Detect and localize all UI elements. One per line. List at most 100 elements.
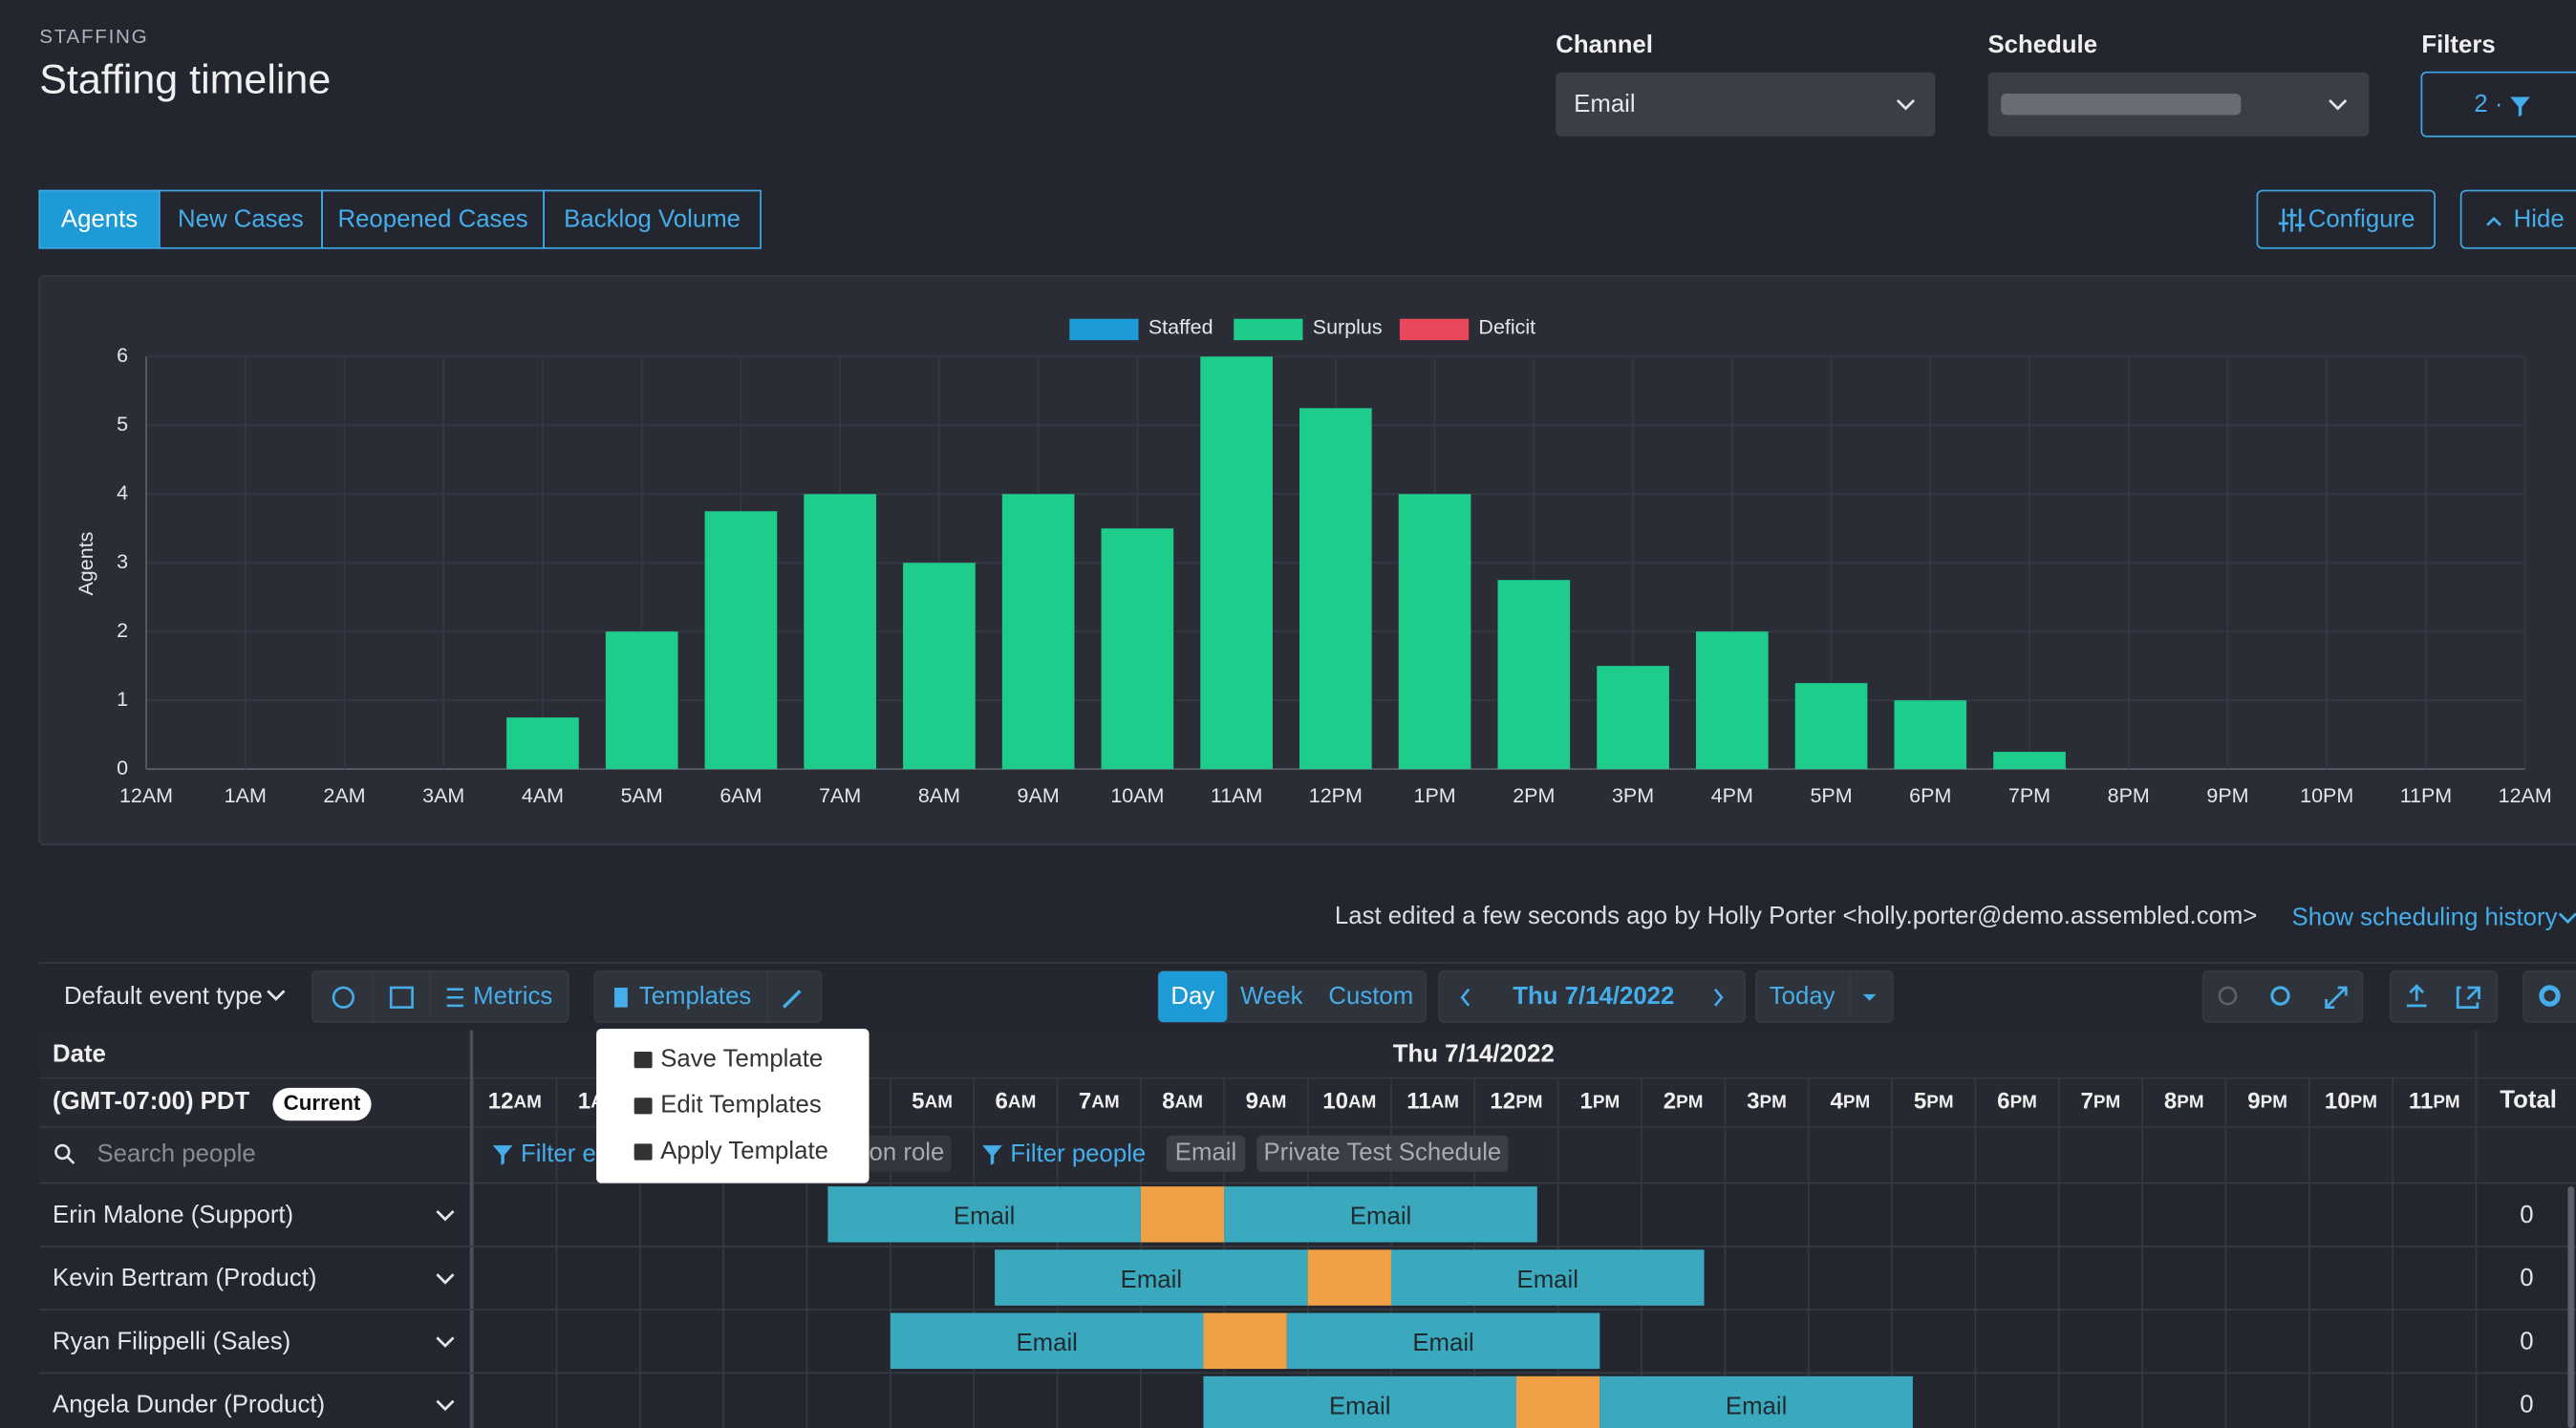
filters-button[interactable] [2420,71,2576,138]
configure-label: Configure [2308,205,2415,232]
bar [1299,408,1372,770]
caret [1862,993,1877,1001]
menu-item[interactable]: Apply Template [660,1138,828,1164]
hour-header: 8PM [2164,1089,2204,1115]
x-tick-label: 4AM [522,784,564,807]
view-option: Week [1240,983,1303,1010]
funnel-icon [982,1145,1002,1165]
blurred-value [2001,94,2242,116]
event-block[interactable] [1599,1375,1913,1428]
hour-suffix: PM [2177,1092,2203,1112]
event-block[interactable] [890,1312,1204,1370]
menu-item[interactable]: Save Template [660,1045,823,1072]
history-link: Show scheduling history [2292,904,2558,930]
event-block[interactable] [995,1249,1308,1306]
hour-number: 6 [996,1089,1008,1115]
event-label: Email [1726,1393,1787,1419]
break-block[interactable] [1515,1375,1600,1428]
event-block[interactable] [1203,1375,1516,1428]
menu-item[interactable]: Edit Templates [660,1092,822,1119]
clock-icon [332,986,354,1009]
hour-header: 4PM [1831,1089,1871,1115]
page-title: Staffing timeline [39,56,331,102]
channel-select[interactable] [1556,72,1936,137]
event-label: Email [1350,1204,1411,1230]
event-block[interactable] [1224,1186,1537,1243]
x-tick-label: 1AM [225,784,267,807]
bar [1894,700,1967,770]
row-total: 0 [2520,1202,2533,1228]
today-button[interactable] [1755,970,1894,1023]
sliders-icon [2278,208,2306,232]
break-block[interactable] [1203,1312,1287,1370]
bar [1794,683,1868,770]
legend-label: Surplus [1313,316,1383,339]
current-badge [272,1087,372,1121]
bar [605,631,678,770]
x-tick-label: 10AM [1110,784,1164,807]
hour-number: 12 [1490,1089,1515,1115]
hour-number: 11 [2409,1089,2433,1115]
day-header: Thu 7/14/2022 [1393,1040,1555,1067]
x-tick-label: 9PM [2206,784,2248,807]
x-tick-label: 5PM [1810,784,1852,807]
hour-header: 6PM [1997,1089,2037,1115]
hour-header: 9AM [1246,1089,1287,1115]
break-block[interactable] [1307,1249,1391,1306]
x-tick-label: 10PM [2300,784,2353,807]
configure-button[interactable] [2256,189,2436,249]
hour-suffix: AM [925,1092,953,1112]
view-active[interactable] [1158,970,1228,1023]
share-icon [2456,986,2480,1009]
hour-number: 9 [2247,1089,2260,1115]
hour-number: 8 [1162,1089,1174,1115]
chevron [1896,98,1916,111]
chevron [436,1399,455,1412]
hour-suffix: AM [1431,1092,1459,1112]
hour-suffix: AM [1258,1092,1286,1112]
y-tick-label: 0 [117,757,128,779]
hide-button[interactable] [2459,189,2576,249]
legend-label: Deficit [1478,316,1535,339]
tab[interactable] [543,189,762,249]
eyebrow: STAFFING [39,26,148,48]
list-icon [446,988,463,1008]
search-icon [54,1143,71,1161]
gear-icon [2539,985,2561,1007]
event-label: Email [1517,1267,1578,1293]
x-tick-label: 7PM [2008,784,2050,807]
up-icon [2486,216,2501,226]
hour-header: 11AM [1406,1089,1459,1115]
hour-suffix: PM [2433,1092,2459,1112]
hour-header: 10AM [1322,1089,1376,1115]
y-tick-label: 2 [117,619,128,642]
x-tick-label: 6AM [719,784,762,807]
bar [1993,752,2066,770]
date-nav[interactable] [1438,970,1746,1023]
event-block[interactable] [827,1186,1141,1243]
bar [1200,356,1273,770]
hour-number: 12 [488,1089,514,1115]
bar [1001,494,1075,770]
x-tick-label: 11AM [1211,784,1263,807]
event-label: Email [1121,1267,1182,1293]
break-block[interactable] [1140,1186,1225,1243]
hour-suffix: PM [1843,1092,1870,1112]
hour-suffix: PM [1926,1092,1953,1112]
event-block[interactable] [1390,1249,1705,1306]
metrics-button: Metrics [473,983,552,1010]
bar [903,563,976,770]
event-block[interactable] [1286,1312,1600,1370]
event-type: Default event type [64,983,263,1010]
funnel-icon [2510,96,2530,117]
person-name: Erin Malone (Support) [53,1202,293,1228]
hour-number: 7 [1079,1089,1091,1115]
hour-suffix: AM [1175,1092,1203,1112]
view-buttons[interactable] [311,970,569,1023]
wand-icon [782,990,802,1009]
hour-suffix: PM [1760,1092,1787,1112]
templates-buttons[interactable] [593,970,823,1023]
person-name: Kevin Bertram (Product) [53,1265,316,1291]
x-tick-label: 5AM [621,784,663,807]
